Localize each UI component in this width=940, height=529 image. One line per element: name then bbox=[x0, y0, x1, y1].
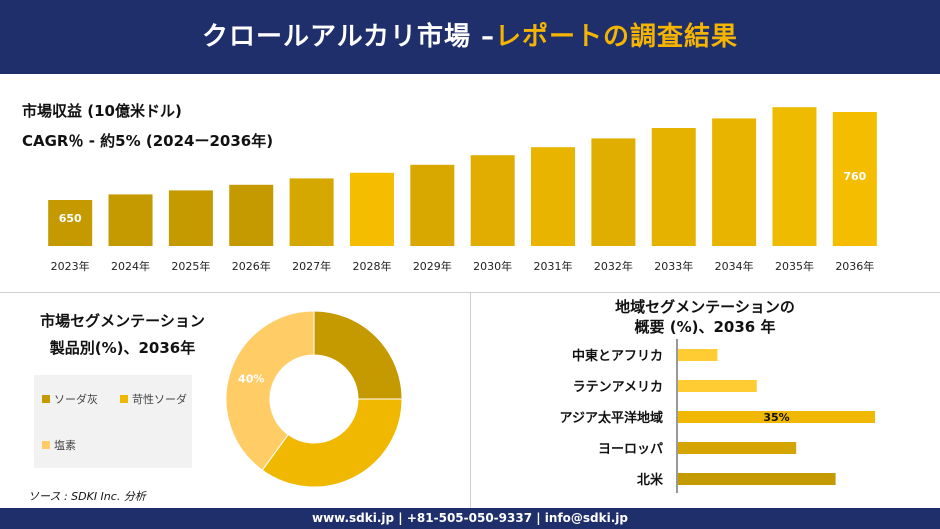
donut-data-label: 40% bbox=[238, 373, 264, 386]
donut-legend: ソーダ灰 苛性ソーダ 塩素 bbox=[34, 375, 192, 468]
x-tick-label: 2023年 bbox=[51, 259, 90, 273]
x-tick-label: 2034年 bbox=[715, 259, 754, 273]
title-accent: レポートの調査結果 bbox=[495, 22, 739, 52]
x-tick-label: 2024年 bbox=[111, 259, 150, 273]
revenue-label: 市場収益 (10億米ドル) bbox=[22, 102, 182, 120]
bar-2 bbox=[168, 190, 213, 246]
bar-8 bbox=[531, 147, 576, 246]
bar-1 bbox=[108, 194, 153, 246]
segmentation-title: 市場セグメンテーション bbox=[40, 312, 205, 330]
x-tick-label: 2029年 bbox=[413, 259, 452, 273]
bar-12 bbox=[772, 107, 817, 246]
header-bar bbox=[0, 0, 940, 74]
bar-4 bbox=[289, 178, 334, 246]
x-tick-label: 2036年 bbox=[835, 259, 874, 273]
bar-3 bbox=[229, 184, 274, 246]
region-data-label: 35% bbox=[763, 411, 789, 424]
region-bar-2 bbox=[678, 411, 875, 423]
legend-label: ソーダ灰 bbox=[54, 393, 98, 406]
legend-swatch bbox=[120, 395, 128, 403]
cagr-label: CAGR％ - 約5% (2024ー2036年) bbox=[22, 132, 274, 150]
x-tick-label: 2031年 bbox=[534, 259, 573, 273]
region-category-label: 中東とアフリカ bbox=[572, 348, 663, 364]
region-title-line1: 地域セグメンテーションの bbox=[615, 298, 795, 316]
title-main: クロールアルカリ市場 – bbox=[201, 22, 495, 52]
donut-slice-2 bbox=[225, 310, 315, 471]
bar-9 bbox=[591, 138, 636, 246]
legend-label: 塩素 bbox=[54, 439, 76, 452]
bar-data-label: 650 bbox=[59, 212, 82, 225]
region-category-label: ラテンアメリカ bbox=[573, 380, 663, 395]
x-tick-label: 2026年 bbox=[232, 259, 271, 273]
legend-label: 苛性ソーダ bbox=[132, 393, 187, 406]
region-title-line2: 概要 (%)、2036 年 bbox=[634, 318, 776, 336]
region-category-label: ヨーロッパ bbox=[598, 442, 663, 457]
x-tick-label: 2028年 bbox=[352, 259, 391, 273]
legend-item-soda-ash: ソーダ灰 bbox=[42, 391, 98, 407]
bar-data-label: 760 bbox=[843, 170, 866, 183]
page-title: クロールアルカリ市場 –レポートの調査結果 bbox=[0, 0, 940, 74]
legend-swatch bbox=[42, 441, 50, 449]
legend-item-caustic-soda: 苛性ソーダ bbox=[120, 391, 187, 407]
donut-slice-1 bbox=[261, 398, 403, 488]
bar-7 bbox=[470, 155, 515, 246]
footer-bar bbox=[0, 508, 940, 529]
donut-slice-0 bbox=[313, 310, 403, 400]
bar-11 bbox=[712, 118, 757, 246]
region-bar-3 bbox=[678, 442, 797, 454]
bar-10 bbox=[651, 128, 696, 246]
bar-0 bbox=[48, 200, 93, 246]
footer-contact: www.sdki.jp | +81-505-050-9337 | info@sd… bbox=[311, 511, 628, 525]
x-tick-label: 2033年 bbox=[654, 259, 693, 273]
x-tick-label: 2027年 bbox=[292, 259, 331, 273]
region-bar-1 bbox=[678, 380, 757, 392]
revenue-bar-chart: 2023年 650 2024年 2025年 2026年 2027年 2028年 2029年 20… bbox=[48, 107, 877, 273]
section-divider bbox=[0, 292, 940, 293]
region-category-label: アジア太平洋地域 bbox=[560, 410, 663, 426]
bar-6 bbox=[410, 164, 455, 246]
x-tick-label: 2032年 bbox=[594, 259, 633, 273]
x-tick-label: 2025年 bbox=[171, 259, 210, 273]
product-donut-chart: 40% bbox=[225, 310, 403, 488]
segmentation-subtitle: 製品別(%)、2036年 bbox=[49, 339, 196, 357]
region-title: 地域セグメンテーションの 概要 (%)、2036 年 bbox=[470, 297, 940, 337]
x-tick-label: 2030年 bbox=[473, 259, 512, 273]
region-bar-4 bbox=[678, 473, 836, 485]
bar-5 bbox=[349, 172, 394, 246]
x-tick-label: 2035年 bbox=[775, 259, 814, 273]
bar-13 bbox=[832, 112, 877, 246]
column-divider bbox=[470, 293, 471, 508]
region-bar-0 bbox=[678, 349, 718, 361]
legend-swatch bbox=[42, 395, 50, 403]
legend-item-chlorine: 塩素 bbox=[42, 437, 76, 453]
source-note: ソース : SDKI Inc. 分析 bbox=[28, 490, 146, 503]
region-category-label: 北米 bbox=[637, 472, 664, 488]
